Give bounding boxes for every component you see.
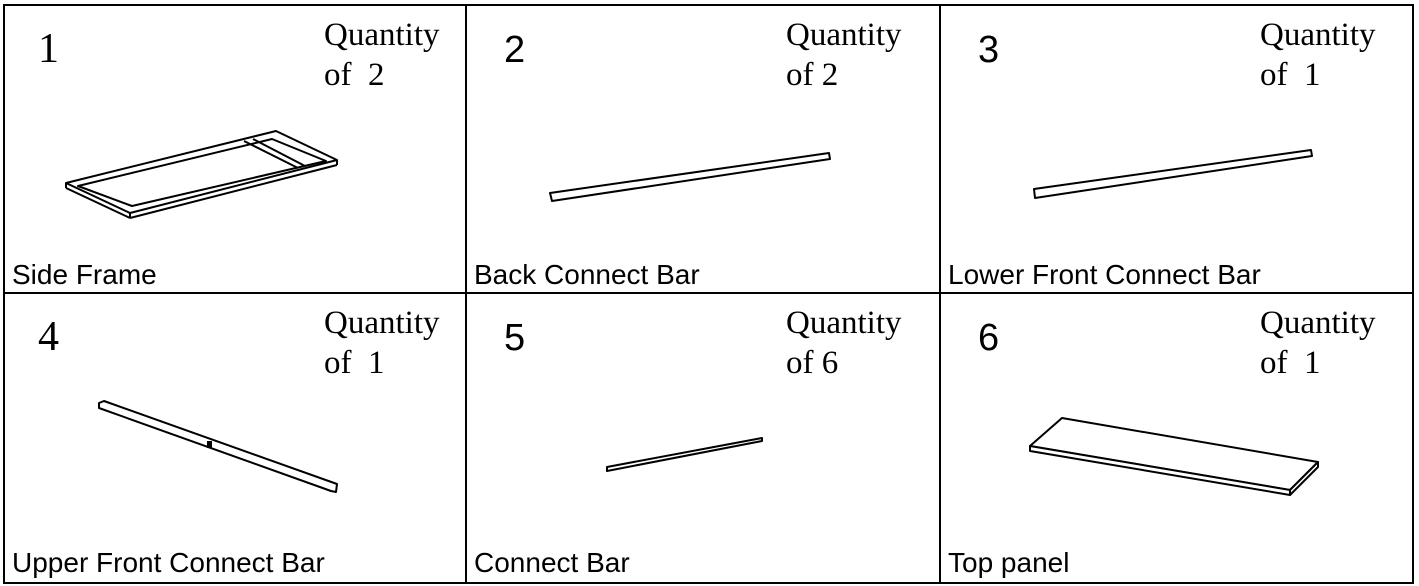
part-name: Lower Front Connect Bar [948,259,1261,290]
part-name: Top panel [948,547,1069,578]
drawings [65,130,1319,496]
part-number: 6 [978,317,999,359]
quantity: of 2 [786,57,838,93]
quantity: of 1 [324,345,385,381]
lower-front-connect-bar-drawing [1033,149,1313,199]
quantity: of 1 [1260,57,1321,93]
quantity-label: Quantity [324,17,440,53]
part-number: 4 [38,314,59,360]
part-name: Connect Bar [474,547,630,578]
part-number: 2 [504,29,525,71]
part-name: Side Frame [12,259,157,290]
part-name: Upper Front Connect Bar [12,547,325,578]
side-frame-drawing [65,130,338,219]
quantity-label: Quantity [324,305,440,341]
quantity: of 1 [1260,345,1321,381]
quantity-label: Quantity [786,305,902,341]
part-number: 1 [38,26,59,72]
grid [3,4,1414,584]
quantity-label: Quantity [786,17,902,53]
quantity-label: Quantity [1260,305,1376,341]
quantity: of 6 [786,345,838,381]
part-number: 3 [978,29,999,71]
upper-front-connect-bar-drawing [98,400,338,493]
top-panel-drawing [1029,417,1319,496]
quantity: of 2 [324,57,385,93]
part-name: Back Connect Bar [474,259,700,290]
back-connect-bar-drawing [549,152,831,202]
quantity-label: Quantity [1260,17,1376,53]
connect-bar-drawing [606,437,763,472]
part-number: 5 [504,317,525,359]
labels: 1 Quantity of 2 Side Frame 2 Quantity of 2 Back… [12,17,1376,578]
